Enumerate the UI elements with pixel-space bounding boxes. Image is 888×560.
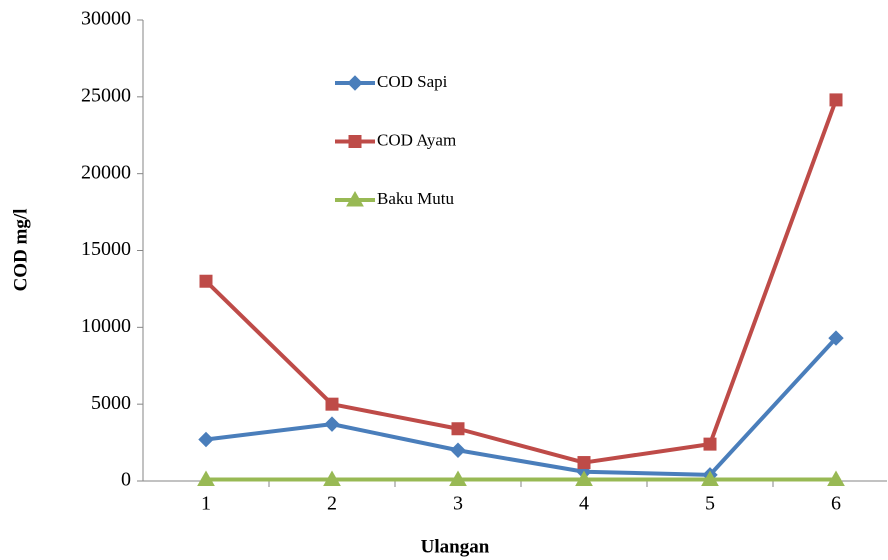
marker bbox=[197, 470, 215, 486]
marker bbox=[703, 437, 717, 451]
y-tick-label: 5000 bbox=[91, 392, 131, 414]
marker bbox=[575, 470, 593, 486]
marker bbox=[828, 330, 844, 346]
legend-item: Baku Mutu bbox=[335, 189, 454, 208]
x-tick-label: 2 bbox=[327, 493, 337, 515]
marker bbox=[450, 442, 466, 458]
legend-item: COD Ayam bbox=[335, 130, 456, 149]
y-tick-label: 20000 bbox=[81, 161, 131, 183]
series-line bbox=[204, 99, 838, 465]
marker bbox=[348, 135, 362, 148]
legend-label: COD Ayam bbox=[377, 130, 456, 149]
marker bbox=[577, 456, 591, 470]
y-tick-label: 30000 bbox=[81, 8, 131, 30]
marker bbox=[324, 416, 340, 432]
marker bbox=[198, 431, 214, 448]
x-tick-label: 6 bbox=[831, 493, 841, 515]
marker bbox=[827, 470, 845, 486]
marker bbox=[829, 93, 843, 107]
marker bbox=[701, 470, 719, 486]
y-tick-label: 25000 bbox=[81, 84, 131, 106]
y-tick-label: 0 bbox=[121, 469, 131, 491]
x-tick-label: 5 bbox=[705, 493, 715, 515]
marker bbox=[346, 190, 364, 207]
x-tick-label: 1 bbox=[201, 493, 211, 515]
legend-item: COD Sapi bbox=[335, 72, 448, 91]
x-tick-label: 3 bbox=[453, 493, 463, 515]
marker bbox=[347, 75, 363, 91]
y-tick-label: 10000 bbox=[81, 315, 131, 337]
series-line bbox=[205, 336, 838, 477]
marker bbox=[449, 470, 467, 486]
y-tick-label: 15000 bbox=[81, 238, 131, 260]
marker bbox=[325, 397, 339, 411]
x-tick-label: 4 bbox=[579, 493, 589, 515]
x-axis-title: Ulangan bbox=[421, 536, 490, 557]
legend-label: Baku Mutu bbox=[377, 189, 454, 208]
legend-label: COD Sapi bbox=[377, 72, 448, 91]
marker bbox=[323, 470, 341, 486]
marker bbox=[199, 274, 213, 288]
marker bbox=[451, 422, 465, 436]
y-axis-title: COD mg/l bbox=[10, 209, 31, 292]
